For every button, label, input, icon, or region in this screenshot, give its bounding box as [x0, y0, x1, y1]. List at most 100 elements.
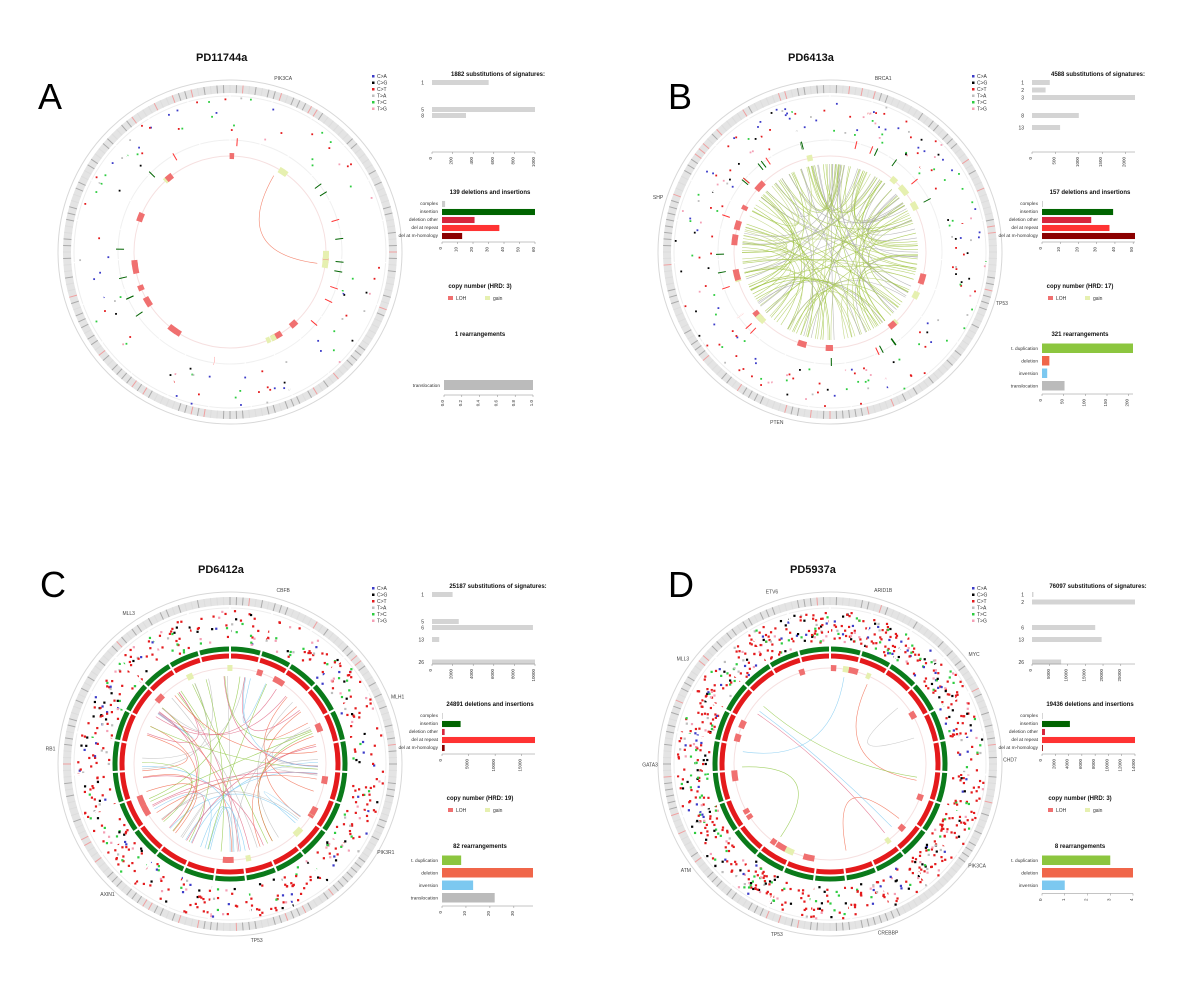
rearrangement-link — [156, 775, 317, 813]
indels-tick-label: 20 — [469, 247, 474, 253]
substitution-point — [975, 790, 978, 793]
substitution-point — [700, 713, 704, 716]
substitution-point — [376, 801, 379, 804]
ideogram-band — [147, 902, 153, 910]
substitution-point — [719, 834, 722, 837]
rearrangement-link — [161, 791, 300, 820]
substitution-point — [175, 626, 178, 629]
ideogram-band — [965, 676, 973, 682]
ideogram-band — [64, 782, 73, 785]
substitution-point — [351, 277, 354, 280]
indel-mark — [891, 338, 897, 346]
substitution-point — [873, 633, 876, 636]
substitutions-bar — [432, 80, 489, 85]
substitution-point — [151, 641, 154, 644]
ideogram-band — [73, 306, 82, 311]
substitution-point — [699, 810, 702, 813]
substitution-point — [692, 743, 696, 746]
copy-number-segment — [908, 710, 918, 720]
rearrangements-title: 8 rearrangements — [1055, 844, 1106, 850]
substitution-point — [341, 844, 344, 847]
substitution-point — [265, 639, 268, 642]
copy-number-segment — [733, 219, 743, 231]
legend-label: C>G — [977, 593, 988, 599]
sample-title: PD6412a — [198, 564, 244, 576]
ideogram-band — [111, 364, 118, 371]
substitution-point — [924, 884, 928, 887]
substitution-point — [960, 714, 963, 718]
legend-swatch — [972, 75, 975, 78]
substitutions-bar — [1032, 592, 1034, 597]
rearrangement-link — [840, 165, 878, 213]
substitution-point — [222, 913, 225, 916]
substitution-point — [937, 319, 940, 322]
gain-label: gain — [1093, 808, 1103, 814]
gene-label: CHD7 — [1003, 757, 1017, 763]
loh-swatch — [448, 296, 453, 300]
substitution-point — [870, 640, 873, 643]
substitution-point — [766, 649, 769, 652]
gene-label: PIK3CA — [274, 76, 292, 82]
ideogram-band — [907, 618, 913, 626]
substitution-point — [940, 829, 943, 832]
rearrangement-link — [208, 807, 231, 853]
indels-bar — [1042, 216, 1092, 224]
ideogram-band — [841, 410, 844, 419]
substitution-point — [841, 615, 845, 618]
ideogram-band — [153, 102, 159, 111]
substitution-point — [196, 906, 199, 909]
substitution-point — [291, 884, 295, 887]
substitution-point — [181, 127, 184, 130]
substitution-point — [894, 632, 897, 636]
indels-category-label: deletion other — [409, 729, 438, 735]
substitution-point — [681, 778, 684, 781]
ideogram-band — [171, 912, 176, 921]
substitution-point — [344, 840, 347, 843]
substitution-point — [819, 641, 822, 644]
substitution-point — [131, 687, 134, 690]
ideogram-band — [171, 400, 176, 409]
ideogram-band — [777, 93, 782, 101]
ideogram-band — [816, 597, 819, 606]
substitution-point — [929, 649, 932, 652]
substitution-point — [972, 811, 976, 815]
copy-number-segment — [321, 775, 329, 785]
substitution-point — [909, 136, 912, 139]
substitution-point — [926, 322, 929, 325]
ideogram-band — [669, 206, 678, 210]
substitution-point — [714, 716, 717, 719]
substitution-point — [864, 380, 867, 383]
substitution-point — [946, 803, 950, 806]
substitution-point — [378, 780, 381, 783]
substitution-point — [729, 679, 732, 682]
indels-bar — [442, 216, 475, 224]
ideogram-band — [678, 830, 686, 835]
substitution-point — [110, 841, 113, 844]
ideogram-band — [954, 660, 962, 666]
substitution-point — [101, 723, 104, 726]
substitution-point — [853, 629, 856, 632]
ideogram-band — [384, 724, 393, 728]
substitution-point — [810, 633, 814, 637]
indel-mark — [873, 148, 879, 156]
substitution-point — [939, 708, 942, 711]
rearrangement-link — [742, 242, 892, 316]
substitution-point — [776, 875, 779, 879]
substitution-point — [267, 636, 270, 639]
ideogram-band — [254, 408, 257, 418]
substitution-point — [960, 821, 963, 824]
chromosome-gap — [931, 258, 988, 264]
rearrangements-bar — [1042, 868, 1133, 878]
indels-category-label: del at m-homology — [399, 745, 439, 751]
rearrangement-link — [765, 191, 805, 330]
substitution-point — [833, 394, 836, 397]
substitution-point — [93, 755, 97, 758]
rearrangement-link — [142, 774, 193, 821]
substitution-point — [710, 727, 714, 731]
substitution-point — [978, 231, 981, 234]
substitution-point — [275, 909, 278, 912]
substitution-point — [939, 835, 942, 838]
chromosome-gap — [903, 655, 947, 696]
rearrangement-link — [154, 793, 212, 849]
legend-label: T>A — [977, 606, 987, 612]
